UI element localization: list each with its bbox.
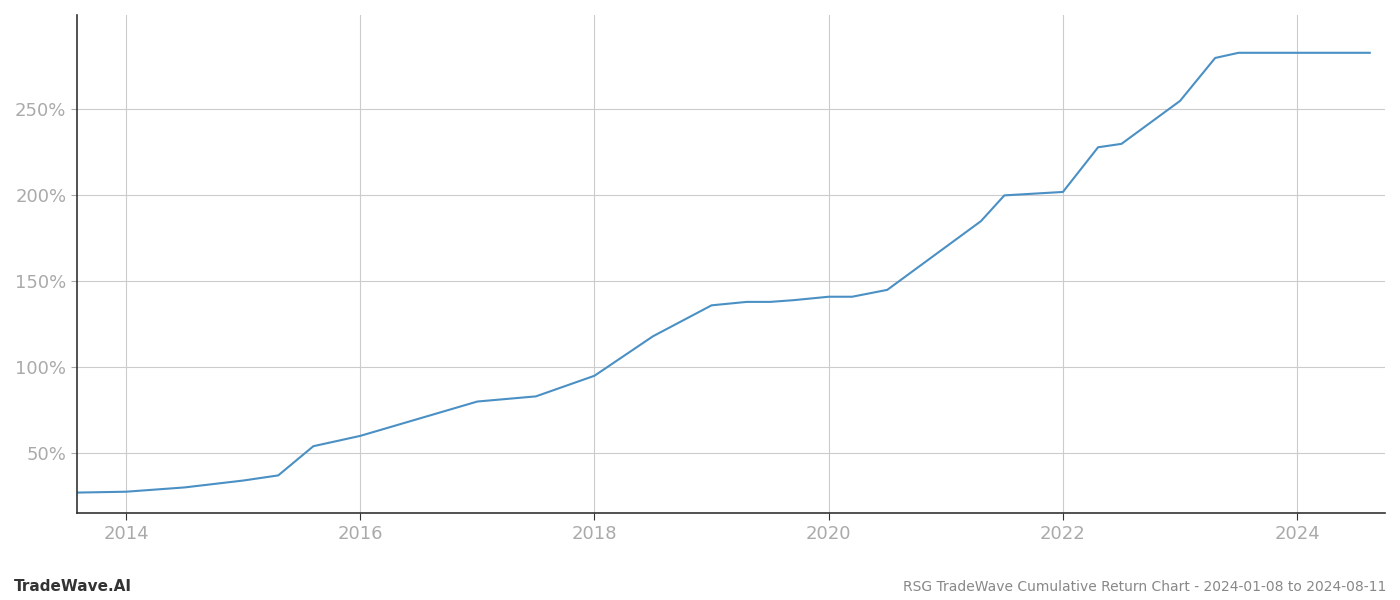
Text: RSG TradeWave Cumulative Return Chart - 2024-01-08 to 2024-08-11: RSG TradeWave Cumulative Return Chart - … [903, 580, 1386, 594]
Text: TradeWave.AI: TradeWave.AI [14, 579, 132, 594]
